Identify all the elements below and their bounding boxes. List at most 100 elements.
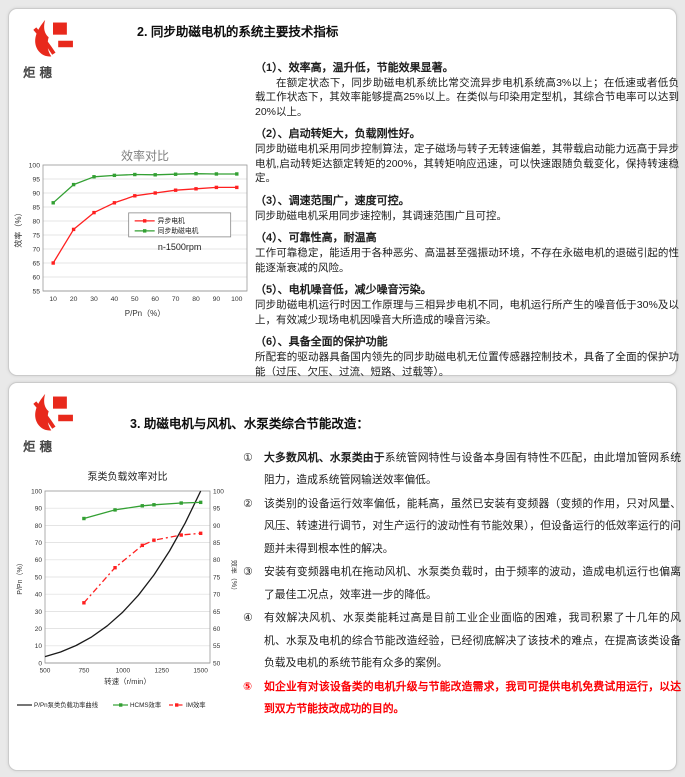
svg-text:效率（%）: 效率（%） <box>230 560 237 594</box>
spec-body: 同步助磁电机运行时因工作原理与三相异步电机不同，电机运行所产生的噪音低于30%及… <box>255 299 679 326</box>
svg-text:85: 85 <box>213 540 221 547</box>
efficiency-chart-svg: 55 60 65 70 75 80 85 90 95 100 10 20 30 40 50 60 70 80 90 1… <box>13 148 248 318</box>
svg-text:60: 60 <box>213 626 221 633</box>
svg-text:效率对比: 效率对比 <box>121 149 169 163</box>
svg-text:HCMS效率: HCMS效率 <box>130 700 161 709</box>
section-energy-retrofit: 炬穗 3. 助磁电机与风机、水泵类综合节能改造： 0 10 20 30 40 50 60 70… <box>8 382 681 771</box>
pump-load-efficiency-chart: 0 10 20 30 40 50 60 70 80 90 100 50 55 60 65 70 75 80 85 90… <box>15 467 239 719</box>
svg-text:同步助磁电机: 同步助磁电机 <box>158 226 199 235</box>
note-number: ⑤ <box>243 680 253 693</box>
spec-item: （3）、调速范围广，速度可控。同步助磁电机采用同步速控制，其调速范围广且可控。 <box>255 192 679 223</box>
svg-text:65: 65 <box>32 260 40 267</box>
svg-text:30: 30 <box>90 296 98 303</box>
svg-text:65: 65 <box>213 609 221 616</box>
note-number: ③ <box>243 566 253 579</box>
spec-item: （2）、启动转矩大，负载刚性好。同步助磁电机采用同步控制算法，定子磁场与转子无转… <box>255 125 679 185</box>
note-item: ④ 有效解决风机、水泵类能耗过高是目前工业企业面临的困难，我司积累了十几年的风机、… <box>243 607 681 674</box>
svg-text:500: 500 <box>40 668 51 675</box>
logo-text: 炬穗 <box>23 440 57 454</box>
svg-text:IM效率: IM效率 <box>186 700 206 709</box>
svg-text:55: 55 <box>213 643 221 650</box>
svg-text:20: 20 <box>35 626 43 633</box>
note-number: ① <box>243 452 253 464</box>
spec-heading: （6）、具备全面的保护功能 <box>255 336 388 349</box>
note-lead: 大多数风机、水泵类由于 <box>264 452 385 464</box>
svg-text:70: 70 <box>32 246 40 253</box>
panel2-note-list: ① 大多数风机、水泵类由于系统管网特性与设备本身固有特性不匹配，由此增加管网系统阻… <box>243 447 681 721</box>
svg-text:90: 90 <box>32 190 40 197</box>
spec-body: 工作可靠稳定，能适用于各种恶劣、高温甚至强振动环境，不存在永磁电机的退磁引起的性… <box>255 247 679 274</box>
svg-text:P/Pn（%）: P/Pn（%） <box>16 559 24 594</box>
note-body: 系统管网特性与设备本身固有特性不匹配，由此增加管网系统阻力，造成系统管网输送效率… <box>264 452 682 487</box>
note-body: 安装有变频器电机在拖动风机、水泵类负载时，由于频率的波动，造成电机运行也偏离了最… <box>264 566 681 601</box>
svg-text:P/Pn泵类负载功率曲线: P/Pn泵类负载功率曲线 <box>34 700 99 709</box>
chart-legend: P/Pn泵类负载功率曲线 HCMS效率 IM效率 <box>17 700 206 709</box>
note-body: 有效解决风机、水泵类能耗过高是目前工业企业面临的困难，我司积累了十几年的风机、水… <box>264 612 681 670</box>
svg-text:1250: 1250 <box>155 668 170 675</box>
section2-title: 3. 助磁电机与风机、水泵类综合节能改造： <box>130 417 369 431</box>
svg-text:75: 75 <box>213 574 221 581</box>
svg-text:80: 80 <box>32 218 40 225</box>
svg-text:100: 100 <box>213 488 224 495</box>
svg-text:100: 100 <box>231 296 243 303</box>
spec-body: 所配套的驱动器具备国内领先的同步助磁电机无位置传感器控制技术，具备了全面的保护功… <box>255 351 679 378</box>
svg-text:50: 50 <box>35 574 43 581</box>
svg-text:泵类负载效率对比: 泵类负载效率对比 <box>88 470 168 483</box>
note-body: 如企业有对该设备类的电机升级与节能改造需求，我司可提供电机免费试用运行，以达到双… <box>264 680 681 715</box>
svg-text:80: 80 <box>35 523 43 530</box>
spec-body: 同步助磁电机采用同步速控制，其调速范围广且可控。 <box>255 209 507 222</box>
svg-text:750: 750 <box>78 668 89 675</box>
svg-text:20: 20 <box>70 296 78 303</box>
svg-text:70: 70 <box>35 540 43 547</box>
svg-text:P/Pn（%）: P/Pn（%） <box>125 309 165 318</box>
spec-heading: （2）、启动转矩大，负载刚性好。 <box>255 128 421 141</box>
svg-text:40: 40 <box>111 296 119 303</box>
svg-text:95: 95 <box>32 176 40 183</box>
note-body: 该类别的设备运行效率偏低，能耗高，虽然已安装有变频器（变频的作用，只对风量、风压… <box>264 497 681 555</box>
svg-text:85: 85 <box>32 204 40 211</box>
note-number: ④ <box>243 612 253 625</box>
svg-text:0: 0 <box>38 660 42 667</box>
svg-text:90: 90 <box>35 506 43 513</box>
svg-text:60: 60 <box>32 274 40 281</box>
svg-text:1500: 1500 <box>193 668 208 675</box>
svg-text:10: 10 <box>35 643 43 650</box>
note-number: ② <box>243 497 253 510</box>
svg-text:效率（%）: 效率（%） <box>13 208 23 247</box>
pump-chart-svg: 0 10 20 30 40 50 60 70 80 90 100 50 55 60 65 70 75 80 85 90… <box>16 470 239 709</box>
logo-text: 炬穗 <box>23 66 57 80</box>
spec-body: 同步助磁电机采用同步控制算法，定子磁场与转子无转速偏差，其带载启动能力远高于异步… <box>255 143 679 185</box>
svg-text:1000: 1000 <box>116 668 131 675</box>
spec-heading: （4）、可靠性高，耐温高 <box>255 232 377 245</box>
efficiency-comparison-chart: 55 60 65 70 75 80 85 90 95 100 10 20 30 40 50 60 70 80 90 1… <box>13 148 257 319</box>
section-motor-specs: 炬穗 2. 同步助磁电机的系统主要技术指标 55 60 65 70 75 80 85 90 95… <box>8 8 679 378</box>
spec-body: 在额定状态下，同步助磁电机系统比常交流异步电机系统高3%以上；在低速或者低负载工… <box>255 77 679 118</box>
svg-text:80: 80 <box>192 296 200 303</box>
note-item: ② 该类别的设备运行效率偏低，能耗高，虽然已安装有变频器（变频的作用，只对风量、风… <box>243 493 681 560</box>
svg-text:60: 60 <box>151 296 159 303</box>
spec-heading: （3）、调速范围广，速度可控。 <box>255 194 410 207</box>
spec-item: （6）、具备全面的保护功能所配套的驱动器具备国内领先的同步助磁电机无位置传感器控… <box>255 333 679 379</box>
svg-text:异步电机: 异步电机 <box>158 216 185 225</box>
chart-annotation: n-1500rpm <box>158 242 202 252</box>
note-item: ⑤ 如企业有对该设备类的电机升级与节能改造需求，我司可提供电机免费试用运行，以达到… <box>243 676 681 721</box>
svg-text:40: 40 <box>35 592 43 599</box>
svg-text:100: 100 <box>31 488 42 495</box>
svg-text:70: 70 <box>213 592 221 599</box>
svg-text:10: 10 <box>49 296 57 303</box>
company-logo: 炬穗 <box>23 391 95 455</box>
svg-text:80: 80 <box>213 557 221 564</box>
svg-text:70: 70 <box>172 296 180 303</box>
note-item: ③ 安装有变频器电机在拖动风机、水泵类负载时，由于频率的波动，造成电机运行也偏离了… <box>243 561 681 606</box>
svg-text:转速（r/min）: 转速（r/min） <box>104 676 151 686</box>
svg-text:50: 50 <box>213 660 221 667</box>
spec-heading: （5）、电机噪音低，减少噪音污染。 <box>255 284 432 297</box>
flame-icon <box>33 19 73 57</box>
spec-heading: （1）、效率高，温升低，节能效果显著。 <box>255 62 454 74</box>
section1-title: 2. 同步助磁电机的系统主要技术指标 <box>137 25 339 39</box>
spec-item: （4）、可靠性高，耐温高工作可靠稳定，能适用于各种恶劣、高温甚至强振动环境，不存… <box>255 229 679 275</box>
svg-text:75: 75 <box>32 232 40 239</box>
panel1-spec-list: （1）、效率高，温升低，节能效果显著。在额定状态下，同步助磁电机系统比常交流异步… <box>255 53 679 381</box>
flame-icon <box>33 393 73 431</box>
